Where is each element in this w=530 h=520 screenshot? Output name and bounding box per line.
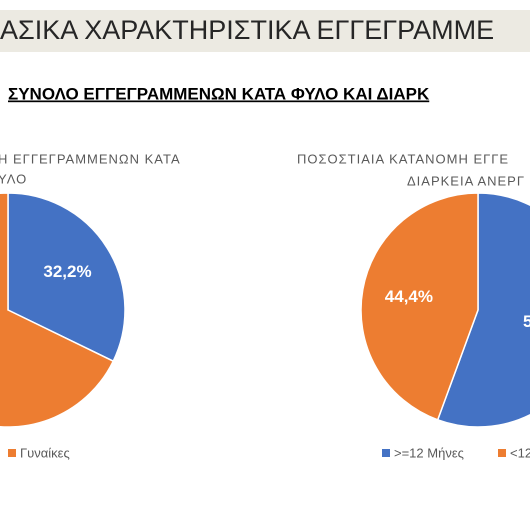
pie-slice	[7, 192, 126, 363]
pie-slice	[0, 192, 115, 428]
legend-label: <12 Μήνες	[510, 445, 530, 460]
legend-label: >=12 Μήνες	[394, 445, 464, 460]
legend-label: Γυναίκες	[20, 445, 70, 460]
slide-title: ΑΣΙΚΑ ΧΑΡΑΚΤΗΡΙΣΤΙΚΑ ΕΓΓΕΓΡΑΜΜΕ	[0, 15, 494, 45]
value-label: 55,6%	[523, 312, 530, 331]
chart-title: ΔΙΑΡΚΕΙΑ ΑΝΕΡΓ	[407, 173, 525, 188]
pie-slice	[436, 192, 530, 428]
value-label: 32,2%	[43, 262, 91, 281]
chart-title: ΥΛΟ	[0, 171, 27, 186]
chart-title: Η ΕΓΓΕΓΡΑΜΜΕΝΩΝ ΚΑΤΑ	[0, 151, 181, 166]
title-band	[0, 10, 530, 52]
slide-subtitle: ΣΥΝΟΛΟ ΕΓΓΕΓΡΑΜΜΕΝΩΝ ΚΑΤΑ ΦΥΛΟ ΚΑΙ ΔΙΑΡΚ	[8, 84, 430, 103]
pie-slice	[360, 192, 479, 421]
value-label: 44,4%	[385, 287, 433, 306]
legend-swatch	[8, 449, 16, 457]
legend-swatch	[498, 449, 506, 457]
chart-title: ΠΟΣΟΣΤΙΑΙΑ ΚΑΤΑΝΟΜΗ ΕΓΓΕ	[297, 151, 509, 166]
legend-swatch	[382, 449, 390, 457]
